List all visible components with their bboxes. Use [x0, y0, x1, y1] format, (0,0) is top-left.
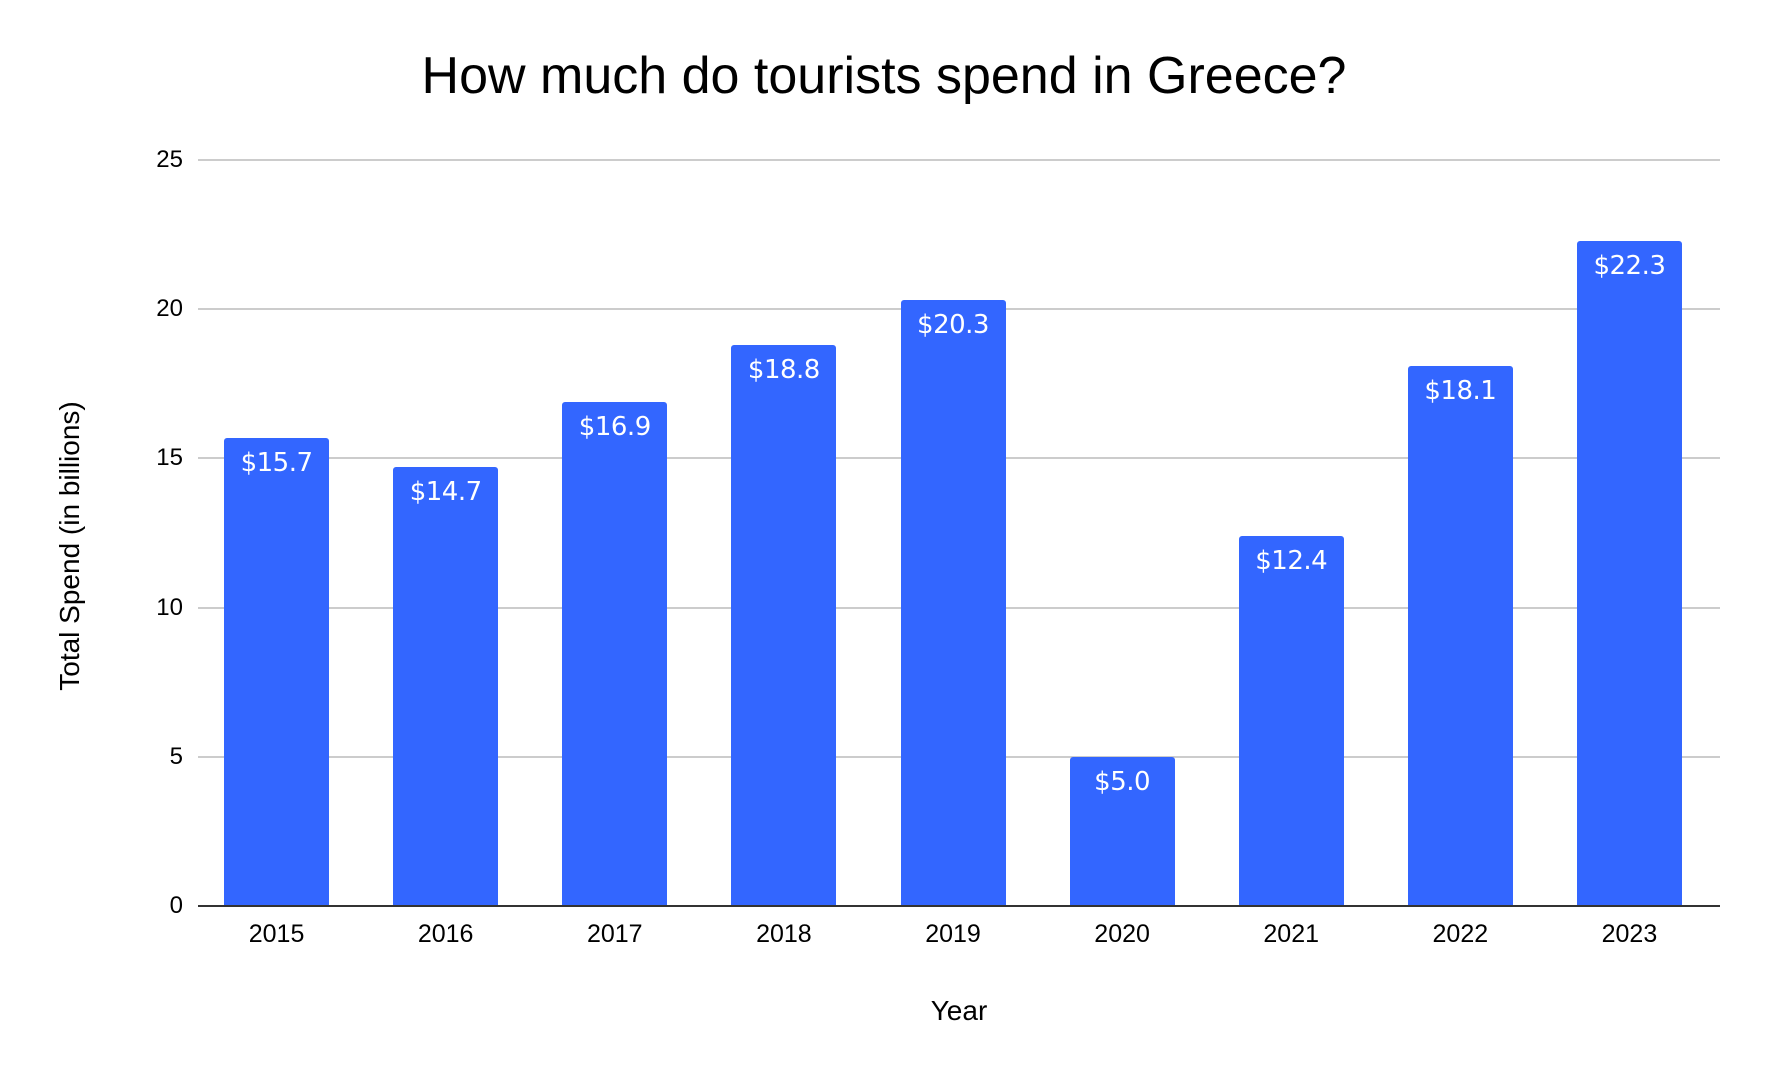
- y-tick-label: 5: [169, 742, 183, 770]
- bar-2021: $12.4: [1238, 535, 1344, 906]
- bar-2018: $18.8: [731, 345, 837, 906]
- bar-2015: $15.7: [224, 437, 330, 906]
- x-tick-label: 2015: [248, 920, 305, 948]
- y-tick-label: 0: [169, 892, 183, 919]
- chart-title: How much do tourists spend in Greece?: [421, 47, 1347, 105]
- bar-2023: $22.3: [1576, 240, 1682, 906]
- x-tick-label: 2017: [586, 920, 643, 948]
- x-axis-baseline: [198, 905, 1720, 907]
- x-tick-label: 2023: [1601, 920, 1658, 948]
- x-tick-label: 2020: [1094, 920, 1150, 948]
- gridline: [198, 159, 1720, 161]
- bar-value-label: $20.3: [917, 310, 989, 341]
- x-tick-label: 2016: [417, 920, 474, 948]
- bar-2017: $16.9: [562, 401, 668, 906]
- bar-2019: $20.3: [900, 300, 1006, 906]
- bar-value-label: $22.3: [1593, 250, 1666, 281]
- bar-2016: $14.7: [393, 467, 499, 906]
- x-tick-label: 2022: [1432, 920, 1489, 948]
- x-tick-label: 2018: [756, 920, 812, 948]
- bar-2022: $18.1: [1407, 365, 1513, 906]
- x-axis-label: Year: [930, 995, 988, 1026]
- bar-value-label: $18.1: [1424, 375, 1497, 406]
- bar-value-label: $12.4: [1255, 545, 1328, 576]
- x-tick-label: 2019: [925, 920, 981, 948]
- y-axis-label: Total Spend (in billions): [54, 401, 85, 691]
- y-tick-label: 25: [156, 146, 183, 173]
- y-tick-label: 20: [156, 295, 183, 323]
- x-tick-label: 2021: [1263, 920, 1320, 948]
- bar-2020: $5.0: [1069, 756, 1175, 906]
- bar-value-label: $15.7: [240, 447, 313, 478]
- plot-area: $15.7 $14.7 $16.9 $18.8 $20.3 $5.0 $12.4 $18.1 $…: [198, 159, 1720, 948]
- y-tick-label: 15: [156, 444, 183, 472]
- bar-value-label: $18.8: [747, 355, 820, 386]
- bar-value-label: $14.7: [409, 477, 482, 508]
- bar-value-label: $16.9: [578, 411, 651, 442]
- y-tick-label: 10: [156, 593, 183, 621]
- bar-value-label: $5.0: [1094, 766, 1151, 797]
